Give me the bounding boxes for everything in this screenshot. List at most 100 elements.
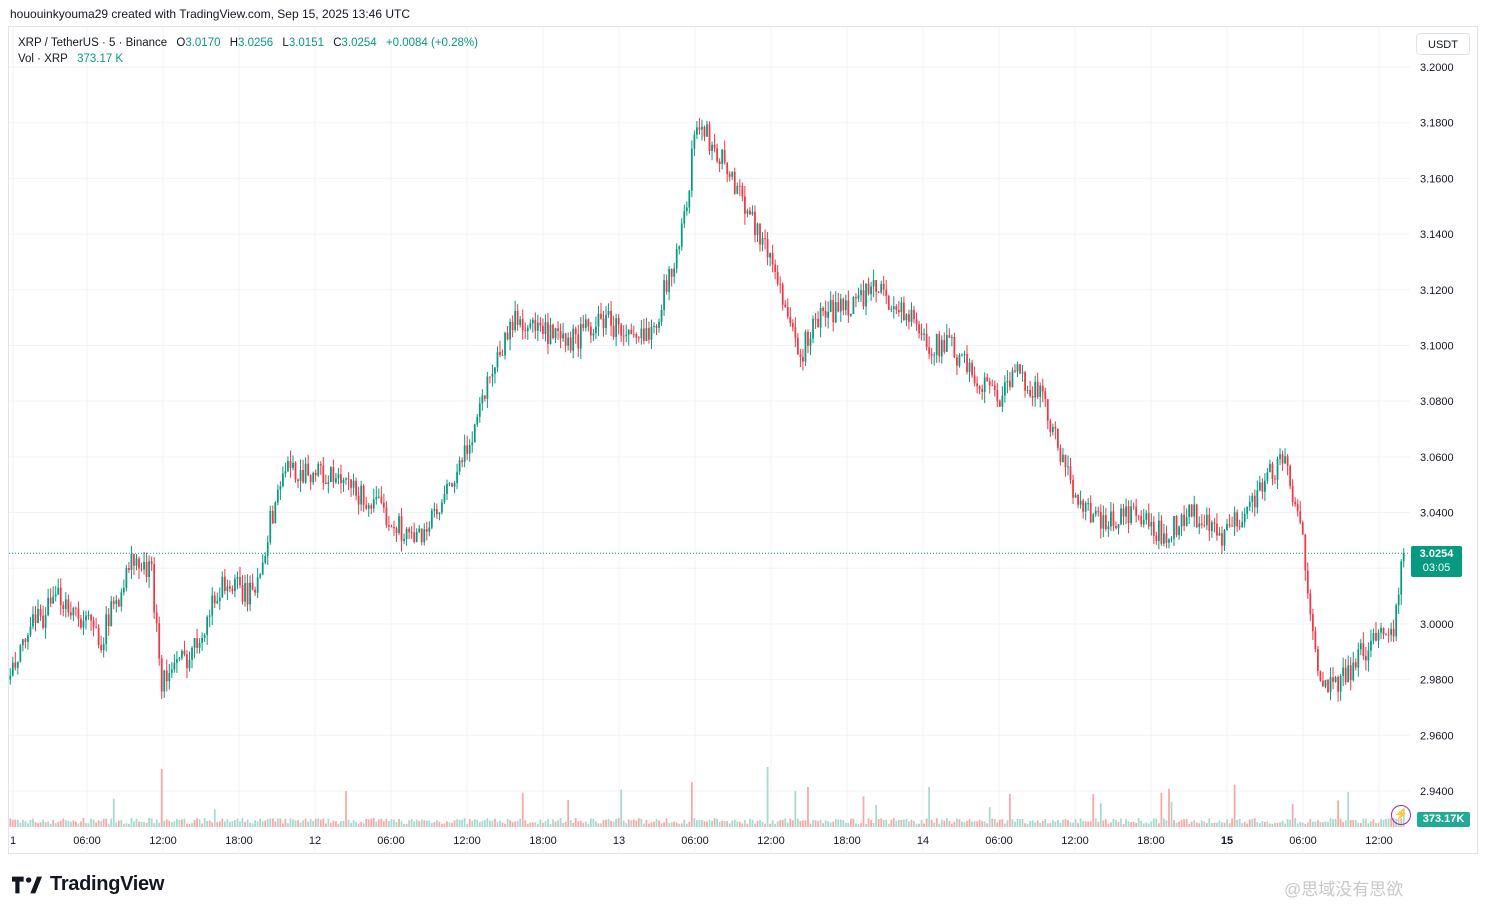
close-value: 3.0254	[341, 37, 377, 49]
volume-bar	[324, 823, 327, 827]
candle-body	[1208, 514, 1211, 532]
candle-body	[451, 483, 453, 487]
volume-bar	[405, 823, 408, 827]
candle-body	[59, 587, 62, 606]
volume-bar	[653, 821, 655, 827]
candle-body	[423, 529, 426, 543]
volume-bar	[441, 823, 443, 827]
volume-bar	[1132, 821, 1135, 827]
candle-body	[1115, 525, 1117, 529]
volume-bar	[1142, 823, 1145, 827]
candle-body	[943, 340, 946, 352]
volume-bar	[335, 821, 337, 827]
volume-bar	[622, 820, 625, 827]
candle-body	[395, 528, 398, 533]
volume-bar	[850, 818, 852, 827]
y-axis-tick-label: 2.9600	[1420, 730, 1454, 742]
volume-bar	[615, 818, 618, 827]
candle-body	[769, 253, 771, 258]
volume-bar	[945, 818, 948, 827]
volume-bar	[451, 822, 453, 827]
candle-body	[453, 483, 456, 487]
candle-body	[1337, 677, 1339, 692]
volume-bar	[589, 818, 592, 827]
volume-bar	[49, 823, 52, 827]
candle-body	[481, 395, 484, 404]
candle-body	[837, 302, 840, 312]
volume-bar	[630, 820, 633, 827]
candle-body	[1226, 524, 1228, 531]
currency-button[interactable]: USDT	[1416, 33, 1470, 55]
volume-bar	[554, 821, 557, 827]
volume-bar	[759, 820, 761, 827]
volume-bar	[905, 818, 908, 827]
volume-bar	[749, 818, 751, 827]
volume-bar	[769, 823, 771, 827]
candle-body	[597, 313, 600, 327]
candle-body	[266, 542, 269, 557]
candle-body	[978, 386, 981, 389]
candle-body	[953, 336, 956, 358]
candle-body	[1382, 627, 1385, 635]
volume-bar	[1029, 820, 1032, 827]
candle-body	[499, 351, 501, 356]
volume-bar	[516, 820, 519, 827]
candle-body	[1347, 665, 1350, 683]
volume-bar	[966, 821, 968, 827]
volume-bar	[948, 821, 951, 827]
candle-body	[1397, 594, 1400, 606]
y-axis-tick-label: 3.2000	[1420, 62, 1454, 74]
candle-body	[1248, 501, 1251, 507]
volume-bar	[544, 821, 547, 827]
volume-bar	[115, 822, 118, 827]
volume-bar	[1185, 819, 1188, 827]
tradingview-logo[interactable]: TradingView	[12, 873, 164, 896]
volume-bar	[42, 819, 44, 827]
volume-bar	[862, 796, 865, 827]
lightning-icon[interactable]: ⚡	[1391, 805, 1411, 825]
volume-bar	[1168, 788, 1170, 827]
candle-body	[158, 623, 161, 659]
volume-bar	[1089, 821, 1092, 827]
volume-label[interactable]: Vol · XRP	[18, 53, 68, 65]
volume-bar	[112, 798, 115, 827]
volume-bar	[1077, 823, 1079, 827]
volume-bar	[771, 820, 774, 827]
volume-bar	[625, 822, 628, 827]
candle-body	[625, 334, 628, 336]
candle-body	[1269, 463, 1271, 473]
candle-body	[1031, 396, 1034, 398]
candle-body	[766, 238, 769, 258]
symbol-label[interactable]: XRP / TetherUS · 5 · Binance	[18, 37, 168, 49]
candle-body	[897, 310, 900, 313]
volume-bar	[355, 821, 357, 827]
volume-bar	[1205, 823, 1208, 827]
volume-bar	[92, 819, 95, 827]
volume-bar	[294, 820, 297, 827]
candle-body	[1385, 634, 1387, 636]
volume-bar	[1349, 820, 1352, 827]
candle-body	[1243, 513, 1246, 523]
candle-body	[650, 326, 653, 340]
candle-body	[589, 326, 592, 336]
candle-body	[246, 583, 249, 605]
candle-body	[976, 383, 978, 387]
candle-body	[637, 337, 640, 339]
candle-body	[1213, 522, 1216, 524]
volume-bar	[377, 819, 380, 827]
volume-bar	[794, 790, 797, 827]
volume-bar	[567, 800, 570, 827]
volume-bar	[1367, 823, 1370, 827]
volume-bar	[276, 818, 279, 827]
volume-bar	[632, 819, 635, 827]
volume-bar	[1304, 823, 1307, 827]
volume-bar	[261, 821, 264, 827]
volume-bar	[287, 823, 289, 827]
candle-body	[486, 376, 489, 399]
volume-bar	[988, 807, 991, 827]
volume-bar	[973, 821, 976, 827]
x-axis-tick-label: 14	[917, 835, 929, 847]
volume-bar	[612, 821, 615, 827]
volume-bar	[766, 767, 769, 827]
